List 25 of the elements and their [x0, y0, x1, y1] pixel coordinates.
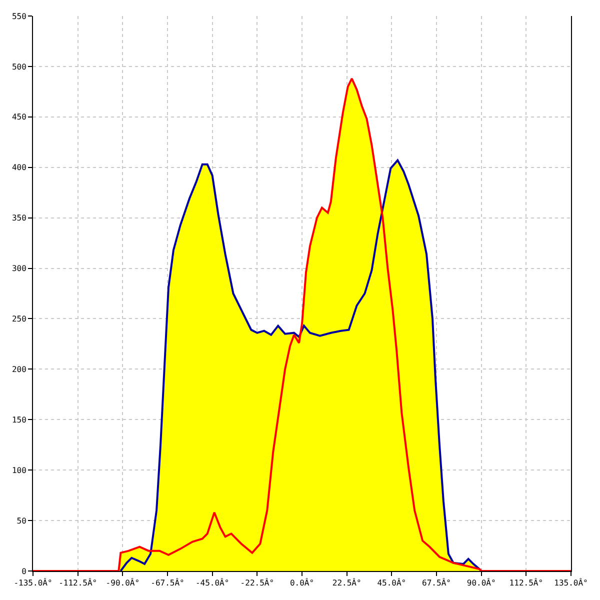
y-tick-label: 150	[12, 415, 27, 424]
y-tick-label: 450	[12, 112, 27, 122]
x-tick-label: -22.5Â°	[240, 578, 274, 588]
x-tick-label: -135.0Â°	[14, 578, 52, 588]
x-tick-label: 135.0Â°	[554, 578, 588, 588]
y-tick-label: 500	[12, 62, 27, 72]
x-tick-label: 67.5Â°	[422, 578, 451, 588]
x-tick-label: 0.0Â°	[290, 578, 314, 588]
x-tick-label: 45.0Â°	[377, 578, 406, 588]
y-tick-label: 300	[12, 264, 27, 274]
x-tick-label: 90.0Â°	[466, 578, 496, 588]
x-tick-label: -67.5Â°	[150, 578, 184, 588]
x-tick-label: 22.5Â°	[332, 578, 362, 588]
y-tick-label: 200	[12, 364, 27, 374]
y-tick-label: 100	[12, 466, 27, 475]
y-tick-label: 350	[12, 214, 27, 223]
y-tick-label: 400	[12, 163, 27, 172]
y-tick-label: 250	[12, 314, 27, 324]
x-tick-label: -90.0Â°	[106, 578, 140, 588]
y-tick-label: 550	[12, 12, 27, 21]
x-tick-label: 112.5Â°	[509, 578, 544, 588]
x-tick-label: -112.5Â°	[58, 578, 98, 588]
y-tick-label: 50	[16, 516, 27, 526]
x-tick-label: -45.0Â°	[195, 578, 230, 588]
y-tick-label: 0	[22, 566, 27, 576]
